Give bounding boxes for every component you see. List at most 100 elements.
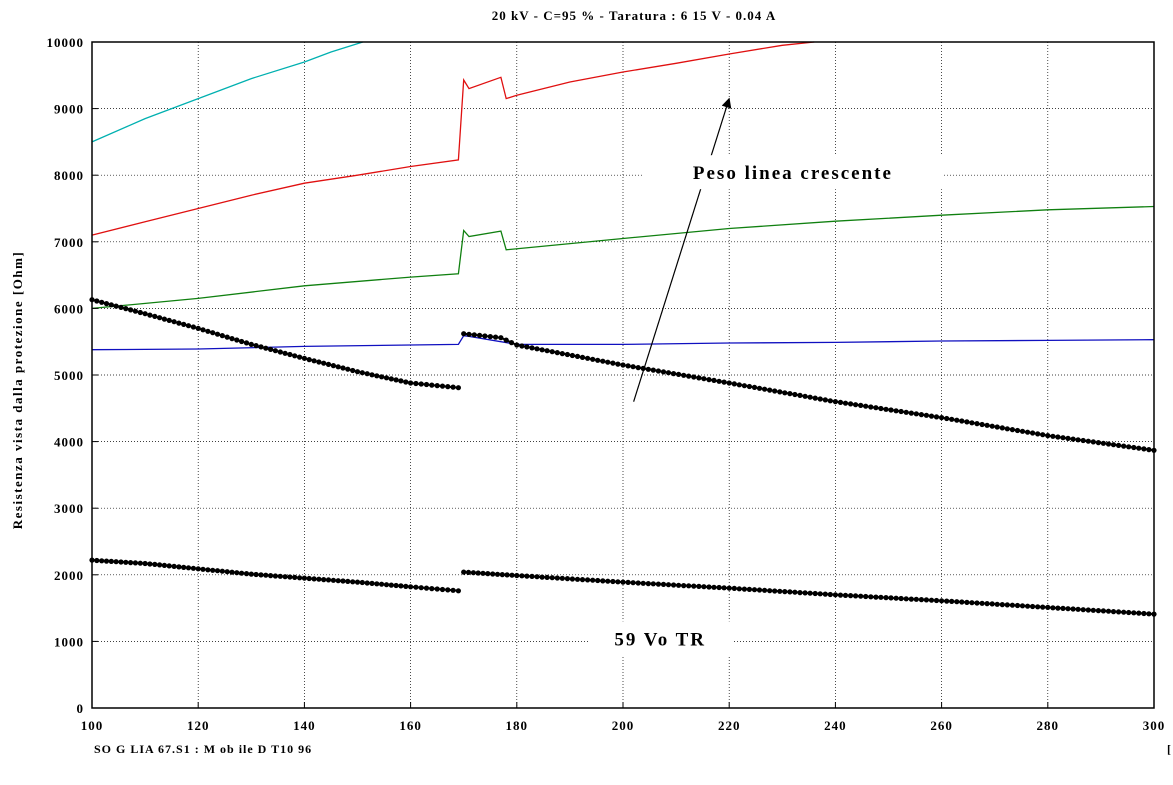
series-marker [166, 317, 172, 323]
series-marker [913, 411, 919, 417]
annotation-label-1: Peso linea crescente [693, 163, 893, 184]
series-marker [665, 370, 672, 376]
series-marker [832, 592, 839, 598]
series-marker [272, 573, 278, 579]
series-marker [792, 391, 798, 398]
series-marker [999, 602, 1005, 608]
series-marker [797, 590, 803, 596]
series-marker [94, 557, 100, 564]
series-marker [888, 407, 894, 413]
series-marker [403, 379, 409, 385]
series-marker [848, 593, 854, 599]
y-tick-label: 9000 [54, 102, 84, 117]
series-marker [234, 337, 240, 343]
series-marker [137, 309, 143, 316]
series-marker [549, 349, 555, 355]
series-marker [1126, 609, 1132, 616]
series-marker [928, 597, 935, 603]
series-marker [949, 416, 955, 422]
series-marker [277, 349, 283, 355]
x-tick-label: 180 [506, 718, 529, 733]
series-marker [655, 581, 662, 587]
footer-left-label: SO G LIA 67.S1 : M ob ile D T10 96 [94, 742, 312, 756]
series-marker [585, 355, 591, 361]
series-marker [423, 381, 430, 388]
series-marker [721, 379, 727, 385]
series-marker [455, 385, 461, 391]
series-marker [282, 574, 288, 580]
series-marker [1014, 602, 1021, 609]
series-marker [292, 574, 298, 581]
series-marker [350, 367, 356, 374]
series-marker [118, 559, 124, 565]
series-marker [933, 597, 940, 604]
series-marker [379, 581, 385, 587]
series-marker [471, 332, 477, 338]
series-marker [408, 380, 414, 386]
series-marker [1131, 610, 1137, 616]
series-marker [340, 365, 346, 371]
series-marker [756, 587, 763, 593]
series-marker [1131, 444, 1137, 451]
series-marker [660, 581, 667, 588]
series-marker [205, 567, 211, 573]
series-marker [1126, 444, 1132, 450]
series-marker [1121, 609, 1127, 615]
series-marker [398, 583, 404, 589]
series-marker [1100, 440, 1106, 446]
series-marker [480, 570, 486, 576]
series-marker [108, 302, 114, 308]
series-marker [923, 412, 930, 418]
series-marker [610, 360, 616, 366]
series-marker [590, 577, 596, 583]
series-marker [1030, 603, 1036, 610]
series-marker [762, 587, 768, 593]
series-marker [873, 405, 879, 411]
series-marker [1060, 435, 1066, 441]
series-marker [1025, 429, 1031, 435]
series-marker [767, 588, 773, 594]
series-marker [1050, 605, 1056, 611]
series-marker [1116, 442, 1122, 448]
series-marker [103, 558, 110, 564]
series-marker [701, 584, 707, 590]
series-marker [470, 570, 476, 576]
series-marker [964, 599, 970, 606]
series-marker [837, 399, 844, 405]
series-marker [640, 580, 646, 586]
series-marker [1075, 606, 1081, 612]
series-marker [335, 364, 341, 370]
series-marker [959, 418, 965, 424]
series-marker [544, 348, 550, 354]
series-marker [118, 304, 124, 310]
series-marker [731, 381, 737, 387]
series-marker [379, 374, 385, 380]
series-marker [482, 333, 488, 339]
series-marker [827, 398, 833, 404]
series-marker [306, 357, 312, 363]
series-markers-6 [461, 331, 1157, 453]
series-marker [263, 572, 269, 578]
x-tick-label: 260 [930, 718, 953, 733]
series-marker [1009, 427, 1016, 433]
series-marker [944, 598, 950, 604]
series-marker [282, 350, 288, 356]
series-marker [746, 383, 753, 390]
series-marker [108, 558, 114, 565]
series-line-6 [463, 332, 1155, 452]
series-marker [574, 576, 581, 582]
series-marker [330, 577, 336, 583]
series-marker [842, 400, 849, 406]
series-marker [706, 377, 712, 383]
series-marker [832, 399, 839, 405]
series-marker [429, 586, 435, 592]
series-marker [1141, 446, 1147, 452]
series-marker [99, 299, 105, 305]
series-marker [195, 566, 201, 572]
series-marker [630, 364, 636, 370]
series-marker [234, 570, 240, 576]
series-marker [984, 601, 990, 607]
series-marker [461, 331, 467, 337]
series-marker [736, 382, 742, 388]
series-marker [325, 577, 332, 583]
